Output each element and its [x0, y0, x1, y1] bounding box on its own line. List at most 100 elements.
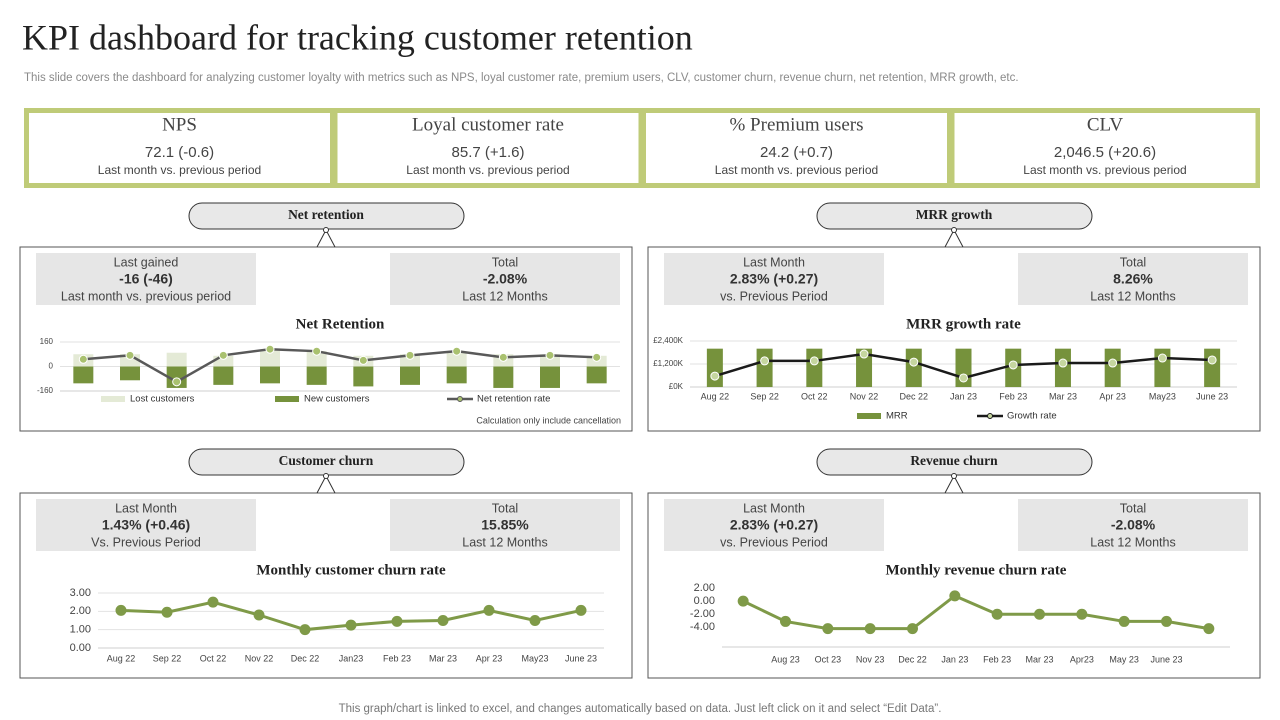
bar: [213, 355, 234, 367]
connector-dot: [323, 473, 329, 479]
line: [83, 347, 597, 384]
stat-note: Last 12 Months: [1090, 535, 1175, 549]
line-marker: [592, 352, 602, 362]
line-marker: [115, 604, 127, 616]
kpi-value: 2,046.5 (+20.6): [1054, 144, 1156, 161]
stat-value: 1.43% (+0.46): [102, 517, 190, 533]
line-marker: [1203, 623, 1215, 635]
connector-dot: [951, 227, 957, 233]
stat-box: [1018, 499, 1248, 551]
kpi-note: Last month vs. previous period: [98, 163, 261, 177]
x-tick-label: Apr23: [1070, 654, 1094, 664]
line-marker: [125, 350, 135, 360]
x-tick-label: Nov 22: [245, 653, 274, 663]
line-marker: [737, 595, 749, 607]
bar: [540, 354, 560, 367]
bar: [306, 366, 327, 385]
kpi-value: 72.1 (-0.6): [145, 144, 214, 161]
stat-value: 2.83% (+0.27): [730, 517, 818, 533]
legend-swatch: [275, 396, 299, 402]
x-tick-label: June 23: [1150, 654, 1182, 664]
kpi-card: [29, 113, 330, 183]
bar: [260, 366, 280, 384]
y-tick-label: 2.00: [70, 605, 91, 617]
kpi-card: [337, 113, 639, 183]
x-tick-label: Mar 23: [429, 653, 457, 663]
kpi-note: Last month vs. previous period: [1023, 163, 1186, 177]
line-marker: [78, 354, 88, 364]
line-marker: [265, 344, 275, 354]
x-tick-label: Nov 23: [856, 654, 885, 664]
kpi-label: % Premium users: [729, 114, 863, 135]
x-tick-label: Feb 23: [983, 654, 1011, 664]
kpi-value: 85.7 (+1.6): [452, 144, 525, 161]
bar: [400, 354, 420, 367]
bar: [166, 366, 187, 388]
stat-value: 2.83% (+0.27): [730, 271, 818, 287]
stat-value: -2.08%: [1111, 517, 1156, 533]
x-tick-label: Feb 23: [383, 653, 411, 663]
stat-note: Last 12 Months: [462, 289, 547, 303]
x-tick-label: Dec 22: [898, 654, 927, 664]
line-marker: [1161, 615, 1172, 627]
line-marker: [437, 615, 449, 626]
legend-marker: [457, 396, 463, 402]
line-marker: [218, 350, 228, 360]
x-tick-label: Jan23: [339, 653, 364, 663]
bar: [400, 366, 420, 385]
line-marker: [299, 624, 311, 636]
x-tick-label: Jan 23: [950, 391, 977, 401]
x-tick-label: Dec 22: [900, 391, 929, 401]
bar: [306, 351, 327, 367]
stat-box: [36, 253, 256, 305]
bar: [166, 352, 187, 367]
x-tick-label: Oct 22: [200, 653, 227, 663]
line-marker: [1008, 360, 1018, 370]
legend-label: MRR: [886, 411, 908, 422]
chart-note: Calculation only include cancellation: [476, 415, 621, 425]
bar: [586, 366, 607, 384]
chart-title: MRR growth rate: [906, 316, 1021, 332]
bar: [806, 348, 823, 387]
y-tick-label: £2,400K: [653, 336, 683, 345]
line-marker: [907, 623, 918, 635]
legend-marker: [987, 413, 993, 419]
x-tick-label: Feb 23: [999, 391, 1027, 401]
kpi-card: [646, 113, 947, 183]
stat-label: Total: [1120, 255, 1146, 269]
line-marker: [1058, 358, 1068, 368]
stat-value: 8.26%: [1113, 271, 1153, 287]
x-tick-label: Mar 23: [1025, 654, 1053, 664]
y-tick-label: 160: [40, 337, 54, 346]
line-marker: [391, 615, 403, 627]
footer-note: This graph/chart is linked to excel, and…: [339, 703, 942, 715]
kpi-note: Last month vs. previous period: [715, 163, 878, 177]
line-marker: [1157, 353, 1167, 363]
line-marker: [253, 609, 265, 621]
bar: [446, 366, 467, 384]
x-tick-label: Oct 22: [801, 391, 828, 401]
y-tick-label: 1.00: [70, 624, 91, 636]
bar: [120, 366, 140, 381]
stat-value: -16 (-46): [119, 271, 173, 287]
x-tick-label: May23: [521, 653, 548, 663]
chart-title: Monthly customer churn rate: [256, 562, 446, 578]
line-marker: [498, 352, 508, 362]
line-marker: [710, 371, 720, 381]
stat-label: Last gained: [114, 255, 179, 269]
line-marker: [822, 623, 834, 635]
kpi-label: Loyal customer rate: [412, 114, 564, 135]
y-tick-label: -2.00: [690, 608, 715, 620]
bar: [905, 348, 922, 387]
stat-note: Vs. Previous Period: [91, 535, 201, 549]
stat-note: Last 12 Months: [1090, 289, 1175, 303]
line-marker: [345, 619, 357, 631]
stat-note: Last 12 Months: [462, 535, 547, 549]
line-marker: [959, 373, 968, 383]
x-tick-label: Oct 23: [815, 654, 842, 664]
bar: [213, 366, 234, 385]
x-tick-label: Aug 22: [107, 653, 136, 663]
x-tick-label: Nov 22: [850, 391, 879, 401]
line-marker: [172, 377, 182, 387]
